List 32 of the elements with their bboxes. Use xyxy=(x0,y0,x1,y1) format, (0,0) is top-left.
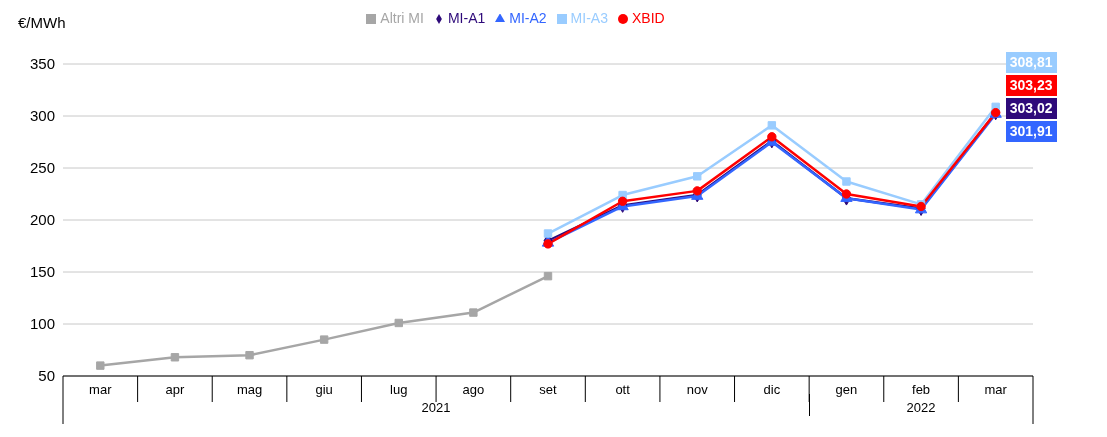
legend-label: XBID xyxy=(631,10,665,26)
legend-label: MI-A1 xyxy=(447,10,486,26)
legend-label: MI-A3 xyxy=(570,10,608,26)
y-tick-label: 200 xyxy=(29,211,55,229)
text: 2021 xyxy=(420,400,452,415)
y-axis-title: €/MWh xyxy=(18,14,66,31)
data-label: 303,02 xyxy=(1005,98,1057,120)
legend-label: MI-A2 xyxy=(509,10,547,26)
y-tick-label: 50 xyxy=(38,367,55,385)
y-tick-label: 150 xyxy=(29,263,55,281)
x-tick-label: lug xyxy=(390,382,408,397)
x-tick-label: ago xyxy=(462,382,485,397)
data-label: 303,23 xyxy=(1005,75,1057,97)
x-tick-label: mag xyxy=(236,382,263,397)
text: 2022 xyxy=(905,400,937,415)
x-tick-label: set xyxy=(539,382,558,397)
x-tick-label: nov xyxy=(686,382,709,397)
legend-label: Altri MI xyxy=(380,10,424,26)
y-tick-label: 350 xyxy=(29,55,55,73)
data-label: 301,91 xyxy=(1005,121,1057,143)
y-tick-label: 250 xyxy=(29,159,55,177)
x-tick-label: mar xyxy=(89,382,113,397)
x-tick-label: gen xyxy=(835,382,858,397)
x-tick-label: mar xyxy=(984,382,1008,397)
x-tick-label: giu xyxy=(315,382,333,397)
x-tick-label: dic xyxy=(763,382,781,397)
x-tick-label: ott xyxy=(615,382,631,397)
y-tick-label: 300 xyxy=(29,107,55,125)
x-tick-label: feb xyxy=(912,382,931,397)
y-tick-label: 100 xyxy=(29,315,55,333)
data-label: 308,81 xyxy=(1005,52,1057,74)
x-tick-label: apr xyxy=(165,382,185,397)
